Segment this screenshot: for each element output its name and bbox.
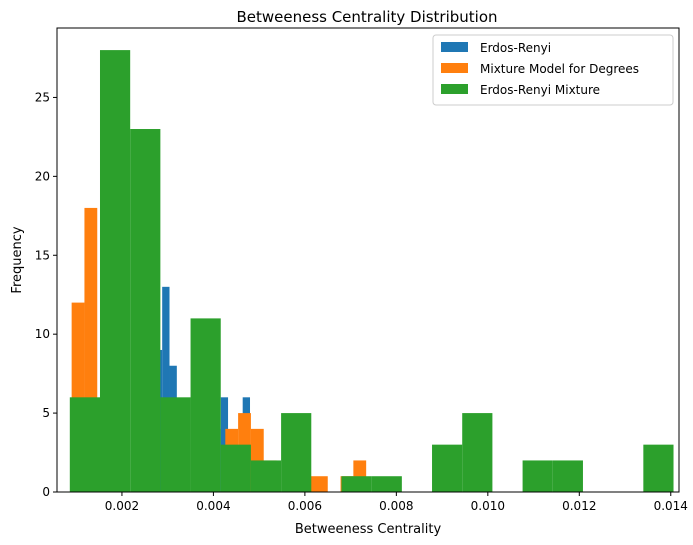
chart-title: Betweeness Centrality Distribution xyxy=(236,8,497,26)
histogram-bar xyxy=(432,444,463,492)
legend-label: Mixture Model for Degrees xyxy=(480,62,639,76)
y-tick-label: 10 xyxy=(35,327,50,341)
histogram-bar xyxy=(552,460,583,492)
x-axis-label: Betweeness Centrality xyxy=(295,522,442,537)
histogram-bar xyxy=(162,286,170,492)
histogram-bar xyxy=(371,476,402,492)
x-axis: 0.002 0.004 0.006 0.008 0.010 0.012 0.014 xyxy=(105,492,688,513)
legend: Erdos-Renyi Mixture Model for Degrees Erdo… xyxy=(432,34,674,106)
y-tick-label: 15 xyxy=(35,248,50,262)
legend-swatch xyxy=(441,84,468,94)
bars-group xyxy=(69,50,674,493)
x-tick-label: 0.008 xyxy=(379,499,413,513)
x-tick-label: 0.004 xyxy=(196,499,230,513)
legend-swatch xyxy=(441,63,468,73)
y-tick-label: 0 xyxy=(42,485,50,499)
series-2 xyxy=(69,50,674,492)
y-tick-label: 20 xyxy=(35,169,50,183)
legend-label: Erdos-Renyi xyxy=(480,41,551,55)
histogram-bar xyxy=(250,460,282,492)
histogram-bar xyxy=(220,444,251,492)
histogram-bar xyxy=(643,444,674,492)
histogram-bar xyxy=(190,318,221,492)
histogram-bar xyxy=(341,476,372,492)
y-axis-label: Frequency xyxy=(10,226,25,293)
histogram-bar xyxy=(281,413,312,492)
x-tick-label: 0.002 xyxy=(105,499,139,513)
legend-label: Erdos-Renyi Mixture xyxy=(480,83,600,97)
x-tick-label: 0.012 xyxy=(562,499,596,513)
histogram-bar xyxy=(522,460,553,492)
x-tick-label: 0.010 xyxy=(471,499,505,513)
y-tick-label: 25 xyxy=(35,90,50,104)
x-tick-label: 0.006 xyxy=(288,499,322,513)
histogram-bar xyxy=(69,397,100,492)
legend-box xyxy=(432,34,674,106)
y-axis: 0 5 10 15 20 25 xyxy=(35,90,57,499)
legend-swatch xyxy=(441,42,468,52)
histogram-bar xyxy=(462,413,493,492)
histogram-bar xyxy=(160,397,191,492)
x-tick-label: 0.014 xyxy=(654,499,688,513)
y-tick-label: 5 xyxy=(42,406,50,420)
plot-frame xyxy=(56,27,680,493)
histogram-bar xyxy=(99,50,131,492)
histogram-bar xyxy=(130,129,161,492)
